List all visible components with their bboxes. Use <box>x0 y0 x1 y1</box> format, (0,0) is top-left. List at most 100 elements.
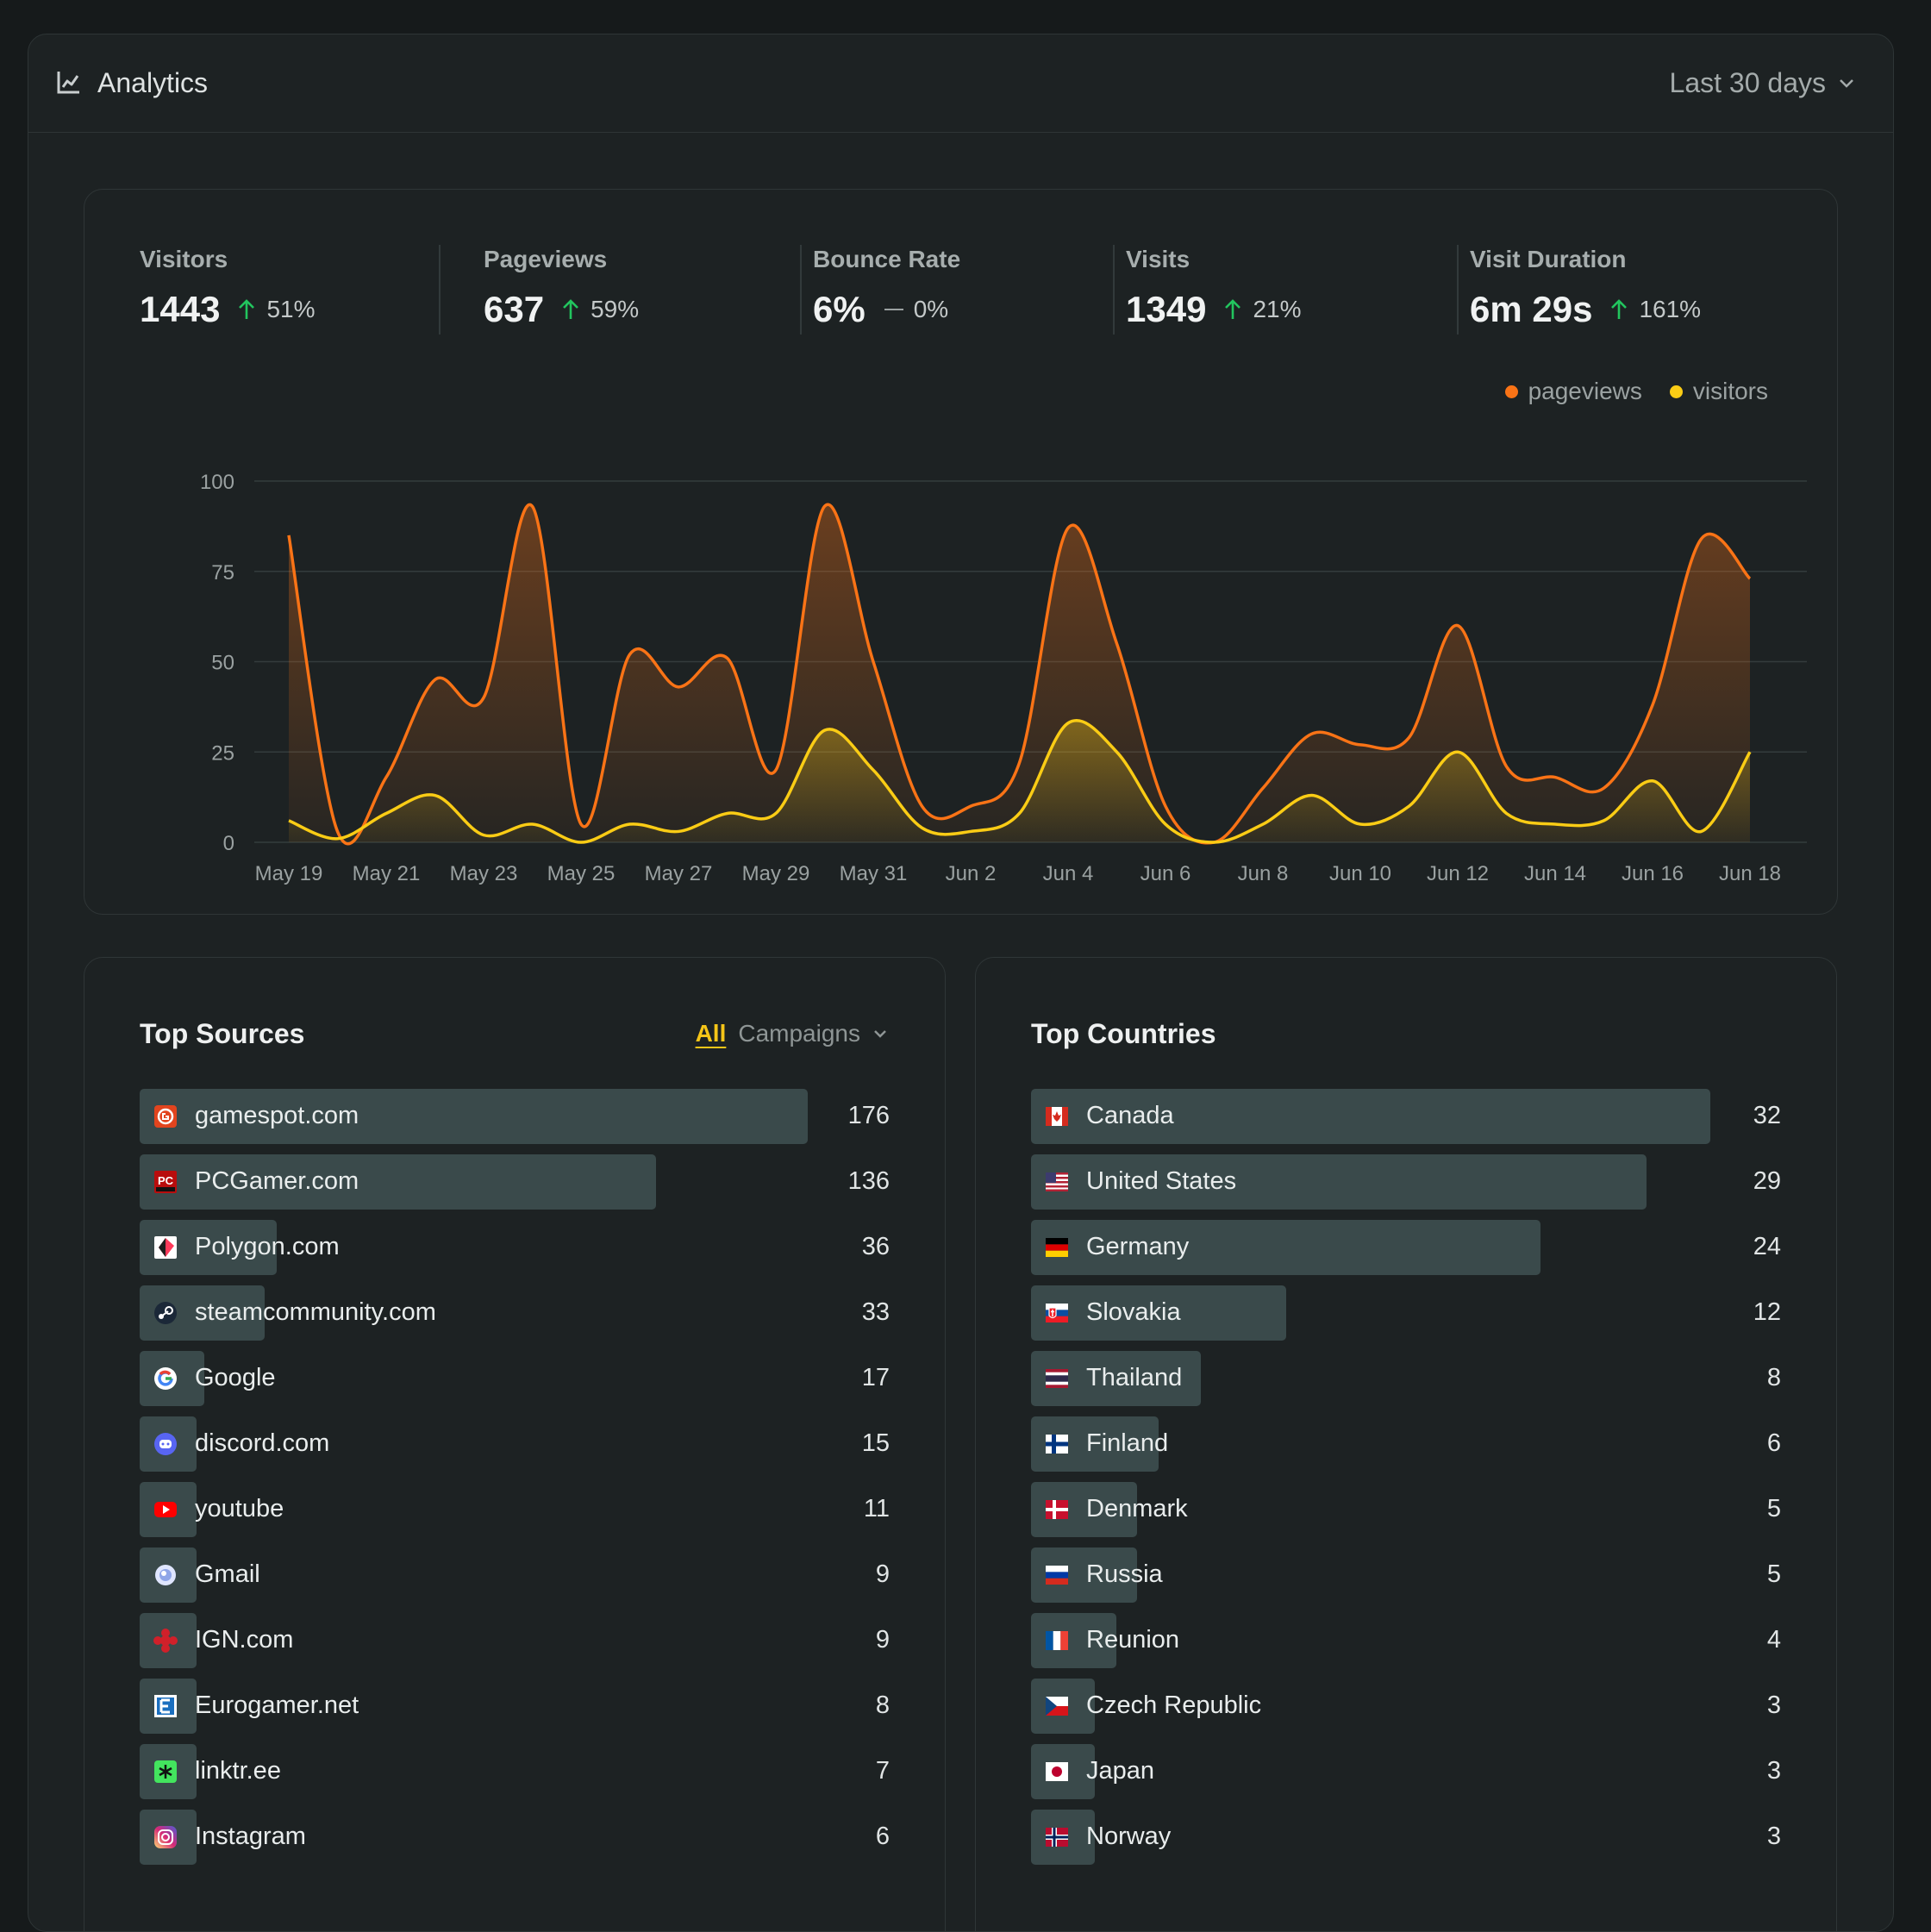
list-item[interactable]: Finland 6 <box>1031 1416 1781 1472</box>
list-item[interactable]: Germany 24 <box>1031 1220 1781 1275</box>
stat-divider <box>1113 245 1115 335</box>
line-chart-icon <box>57 72 79 94</box>
pageviews-dot <box>1504 385 1518 398</box>
list-item[interactable]: Polygon.com 36 <box>140 1220 890 1275</box>
row-count: 32 <box>1753 1102 1781 1129</box>
stat-divider <box>1457 245 1459 335</box>
list-item[interactable]: PC PCGamer.com 136 <box>140 1154 890 1210</box>
germany-flag-icon <box>1046 1238 1068 1257</box>
list-item[interactable]: steamcommunity.com 33 <box>140 1285 890 1341</box>
list-item[interactable]: IGN.com 9 <box>140 1613 890 1668</box>
gamespot-icon <box>154 1105 177 1128</box>
row-count: 5 <box>1766 1495 1781 1522</box>
list-item[interactable]: discord.com 15 <box>140 1416 890 1472</box>
x-tick-label: May 19 <box>255 862 323 885</box>
y-tick-label: 100 <box>200 471 234 494</box>
row-label: youtube <box>195 1495 284 1522</box>
date-range-dropdown[interactable]: Last 30 days <box>1670 67 1855 99</box>
stat-value: 1443 <box>140 289 221 329</box>
list-item[interactable]: Instagram 6 <box>140 1810 890 1865</box>
legend-pageviews[interactable]: pageviews <box>1504 378 1642 405</box>
row-count: 5 <box>1766 1560 1781 1588</box>
arrow-up-icon <box>1225 299 1241 319</box>
list-item[interactable]: Norway 3 <box>1031 1810 1781 1865</box>
list-item[interactable]: Eurogamer.net 8 <box>140 1679 890 1734</box>
row-label: Norway <box>1086 1823 1172 1850</box>
top-sources-title: Top Sources <box>140 1018 305 1049</box>
legend-pageviews-label: pageviews <box>1528 378 1642 404</box>
legend-visitors[interactable]: visitors <box>1669 378 1768 405</box>
list-item[interactable]: Czech Republic 3 <box>1031 1679 1781 1734</box>
stat-label: Visits <box>1126 246 1190 272</box>
list-item[interactable]: Japan 3 <box>1031 1744 1781 1799</box>
google-icon <box>154 1367 177 1390</box>
stat-change: 0% <box>913 296 949 322</box>
filter-all-tab[interactable]: All <box>695 1020 727 1047</box>
list-item[interactable]: Gmail 9 <box>140 1547 890 1603</box>
x-tick-label: Jun 18 <box>1719 862 1781 885</box>
visitors-dot <box>1669 385 1683 398</box>
row-label: IGN.com <box>195 1626 294 1654</box>
list-item[interactable]: Canada 32 <box>1031 1089 1781 1144</box>
list-item[interactable]: United States 29 <box>1031 1154 1781 1210</box>
x-tick-label: Jun 12 <box>1427 862 1489 885</box>
stat-pageviews: Pageviews 637 59% <box>484 246 639 330</box>
row-count: 17 <box>861 1364 890 1391</box>
row-count: 11 <box>863 1495 890 1522</box>
row-label: steamcommunity.com <box>195 1298 436 1326</box>
japan-flag-icon <box>1046 1762 1068 1781</box>
row-count: 12 <box>1753 1298 1781 1326</box>
gmail-icon <box>155 1565 176 1585</box>
row-label: Finland <box>1086 1429 1169 1457</box>
row-bar <box>140 1154 656 1210</box>
row-count: 176 <box>847 1102 890 1129</box>
list-item[interactable]: Google 17 <box>140 1351 890 1406</box>
arrow-up-icon <box>239 299 255 319</box>
top-sources-card: Top Sources All Campaigns gamespot.com 17… <box>84 957 946 1931</box>
ign-icon <box>153 1629 178 1653</box>
finland-flag-icon <box>1046 1435 1068 1454</box>
row-count: 9 <box>875 1626 890 1654</box>
stat-value-row: 6% 0% <box>813 289 960 330</box>
stat-value: 1349 <box>1126 289 1207 329</box>
list-item[interactable]: youtube 11 <box>140 1482 890 1537</box>
row-bar <box>1031 1220 1540 1275</box>
list-item[interactable]: gamespot.com 176 <box>140 1089 890 1144</box>
visitors-line <box>288 719 1752 844</box>
russia-flag-icon <box>1046 1566 1068 1585</box>
row-bar <box>140 1089 808 1144</box>
row-label: Reunion <box>1086 1626 1180 1654</box>
list-item[interactable]: linktr.ee 7 <box>140 1744 890 1799</box>
linktree-icon <box>154 1760 177 1783</box>
stat-label: Visitors <box>140 246 228 272</box>
arrow-up-icon <box>563 299 578 319</box>
row-count: 9 <box>875 1560 890 1588</box>
filter-campaigns-tab[interactable]: Campaigns <box>738 1020 860 1047</box>
analytics-panel: Analytics Last 30 days Visitors 1443 51% Pa… <box>28 34 1894 1932</box>
list-item[interactable]: Slovakia 12 <box>1031 1285 1781 1341</box>
svg-text:PC: PC <box>158 1174 174 1187</box>
row-count: 33 <box>861 1298 890 1326</box>
list-item[interactable]: Reunion 4 <box>1031 1613 1781 1668</box>
dash-icon <box>884 309 903 310</box>
top-countries-title: Top Countries <box>1031 1018 1216 1049</box>
chevron-down-icon[interactable] <box>872 1029 888 1039</box>
czech-flag-icon <box>1046 1697 1068 1716</box>
x-tick-label: Jun 2 <box>946 862 997 885</box>
stat-change: 59% <box>591 296 640 322</box>
stat-divider <box>800 245 802 335</box>
row-label: Russia <box>1086 1560 1163 1588</box>
list-item[interactable]: Russia 5 <box>1031 1547 1781 1603</box>
list-item[interactable]: Thailand 8 <box>1031 1351 1781 1406</box>
row-label: Canada <box>1086 1102 1174 1129</box>
stat-label: Bounce Rate <box>813 246 961 272</box>
stat-label: Visit Duration <box>1470 246 1627 272</box>
slovakia-flag-icon <box>1046 1304 1068 1322</box>
x-tick-label: May 21 <box>353 862 421 885</box>
list-item[interactable]: Denmark 5 <box>1031 1482 1781 1537</box>
stat-value-row: 1443 51% <box>140 289 315 330</box>
row-label: Japan <box>1086 1757 1155 1785</box>
stat-value-row: 1349 21% <box>1126 289 1301 330</box>
discord-icon <box>154 1433 177 1455</box>
x-tick-label: May 29 <box>742 862 810 885</box>
